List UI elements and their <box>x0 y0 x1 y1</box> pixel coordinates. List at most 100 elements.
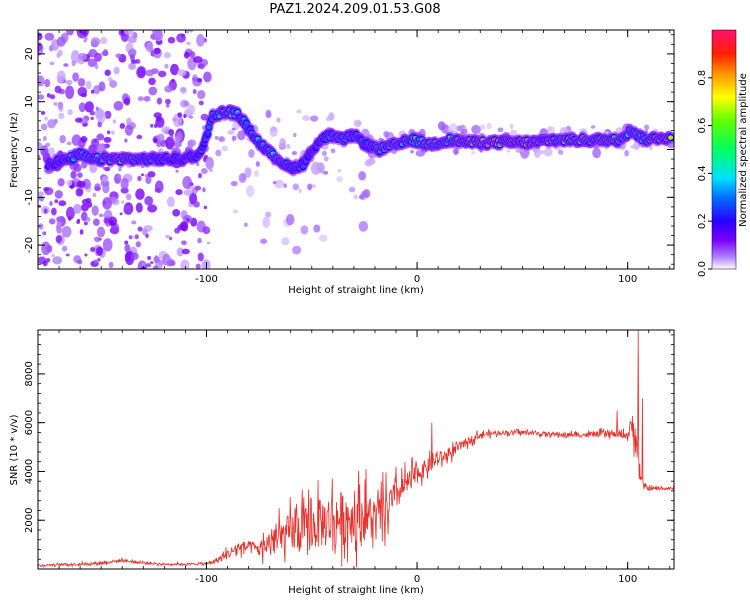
noise-blob <box>145 263 152 268</box>
noise-blob <box>291 150 298 156</box>
noise-blob <box>97 143 107 153</box>
noise-blob <box>203 71 212 83</box>
noise-blob <box>94 107 104 120</box>
noise-blob <box>353 119 362 128</box>
noise-blob <box>254 169 260 177</box>
x-tick-label: 100 <box>618 574 637 585</box>
snr-x-axis-label: Height of straight line (km) <box>288 585 424 596</box>
noise-blob <box>63 63 69 67</box>
noise-blob <box>321 150 327 157</box>
noise-blob <box>171 78 175 82</box>
noise-blob <box>170 135 174 139</box>
noise-blob <box>103 48 109 57</box>
noise-blob <box>189 30 193 33</box>
noise-blob <box>141 262 145 267</box>
noise-blob <box>107 130 111 135</box>
noise-blob <box>348 186 356 193</box>
noise-blob <box>118 167 122 172</box>
noise-blob <box>45 142 51 148</box>
noise-blob <box>198 172 202 179</box>
noise-blob <box>136 134 143 140</box>
noise-blob <box>65 85 75 99</box>
noise-blob <box>233 209 238 214</box>
colorbar-tick-label: 0.8 <box>697 70 708 86</box>
noise-blob <box>38 42 43 52</box>
noise-blob <box>124 240 129 245</box>
noise-blob <box>76 180 86 188</box>
noise-blob <box>84 101 94 113</box>
spectrogram-marks <box>38 30 674 269</box>
noise-blob <box>328 112 335 121</box>
y-tick-label: -20 <box>24 237 35 253</box>
noise-blob <box>90 138 100 148</box>
noise-blob <box>176 131 183 142</box>
noise-blob <box>238 172 247 183</box>
noise-blob <box>102 182 110 194</box>
noise-blob <box>177 112 183 118</box>
noise-blob <box>124 243 131 253</box>
noise-blob <box>189 51 196 59</box>
colorbar-tick-label: 0.0 <box>697 261 708 277</box>
noise-blob <box>175 189 183 196</box>
noise-blob <box>83 221 88 226</box>
y-tick-label: 20 <box>24 48 35 61</box>
noise-blob <box>196 162 200 167</box>
noise-blob <box>309 115 319 122</box>
noise-blob <box>208 168 213 172</box>
noise-blob <box>93 236 101 243</box>
noise-blob <box>272 181 277 185</box>
noise-blob <box>176 247 184 257</box>
noise-blob <box>97 121 102 128</box>
noise-blob <box>104 69 111 76</box>
noise-blob <box>80 211 88 222</box>
noise-blob <box>156 133 165 142</box>
snr-y-axis-label: SNR (10 * v/v) <box>9 414 20 485</box>
noise-blob <box>533 148 542 159</box>
noise-blob <box>140 173 145 176</box>
noise-blob <box>265 109 272 119</box>
noise-blob <box>157 70 167 78</box>
noise-blob <box>152 30 163 41</box>
noise-blob <box>202 187 206 193</box>
noise-blob <box>41 241 51 256</box>
y-tick-label: 2000 <box>24 507 35 532</box>
noise-blob <box>43 208 48 214</box>
noise-blob <box>186 217 190 222</box>
noise-blob <box>38 94 45 100</box>
noise-blob <box>83 39 87 43</box>
noise-blob <box>82 178 91 190</box>
noise-blob <box>164 85 173 93</box>
noise-blob <box>46 258 51 263</box>
noise-blob <box>44 116 48 121</box>
noise-blob <box>497 127 504 133</box>
y-tick-label: 6000 <box>24 410 35 435</box>
noise-blob <box>231 135 237 141</box>
noise-blob <box>112 119 117 124</box>
noise-blob <box>543 147 553 157</box>
y-tick-label: 10 <box>24 95 35 108</box>
x-tick-label: 0 <box>414 274 420 285</box>
noise-blob <box>66 179 73 186</box>
noise-blob <box>43 187 50 192</box>
noise-blob <box>96 133 105 141</box>
noise-blob <box>590 125 596 129</box>
noise-blob <box>196 33 205 47</box>
noise-blob <box>243 222 248 227</box>
noise-blob <box>147 255 152 261</box>
noise-blob <box>307 183 313 191</box>
noise-blob <box>56 225 62 234</box>
x-tick-label: -100 <box>195 574 218 585</box>
colorbar-label: Normalized spectral amplitude <box>738 73 749 227</box>
noise-blob <box>167 36 176 44</box>
noise-blob <box>47 147 55 156</box>
noise-blob <box>186 104 195 116</box>
noise-blob <box>363 188 371 199</box>
noise-blob <box>165 136 175 150</box>
noise-blob <box>101 176 108 182</box>
noise-blob <box>77 259 83 265</box>
noise-blob <box>85 80 92 90</box>
noise-blob <box>323 156 329 162</box>
noise-blob <box>77 172 83 178</box>
noise-blob <box>66 141 72 146</box>
noise-blob <box>129 30 134 36</box>
